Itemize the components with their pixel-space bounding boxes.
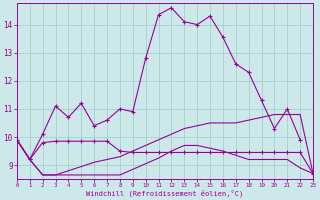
X-axis label: Windchill (Refroidissement éolien,°C): Windchill (Refroidissement éolien,°C) (86, 189, 244, 197)
